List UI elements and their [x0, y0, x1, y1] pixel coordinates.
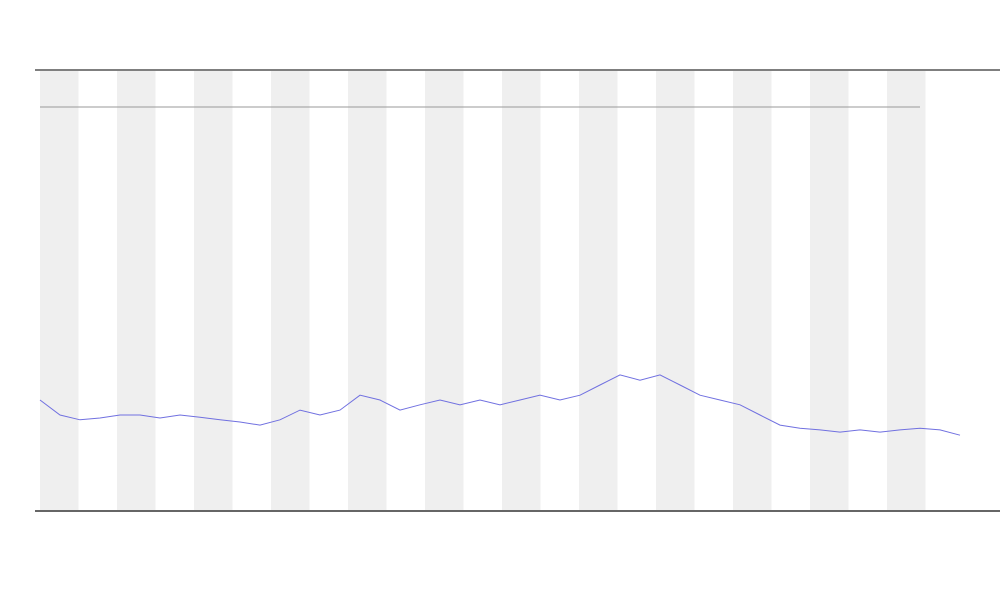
shaded-band: [502, 71, 541, 510]
shaded-band: [810, 71, 849, 510]
shaded-band: [348, 71, 387, 510]
shaded-band: [40, 71, 79, 510]
shaded-band: [656, 71, 695, 510]
shaded-band: [733, 71, 772, 510]
shaded-band: [117, 71, 156, 510]
shaded-band: [887, 71, 926, 510]
shaded-band: [194, 71, 233, 510]
background-bands: [40, 71, 926, 510]
shaded-band: [579, 71, 618, 510]
shaded-band: [271, 71, 310, 510]
data-line: [39, 374, 961, 436]
shaded-band: [425, 71, 464, 510]
